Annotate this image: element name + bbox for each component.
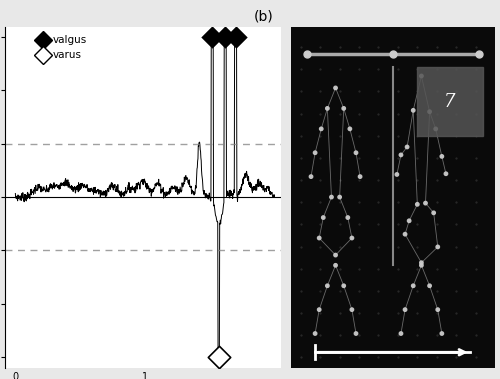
Point [401,307,409,313]
Point [434,307,442,313]
Point [418,260,426,266]
Point [422,200,430,206]
Point [315,235,323,241]
Point [215,354,223,360]
Point [389,51,397,57]
Point [442,171,450,177]
Point [430,210,438,216]
Point [332,252,340,258]
Point [317,126,325,132]
Point [432,126,440,132]
Point [307,174,315,180]
Point [474,51,482,57]
Point [418,262,426,268]
Point [393,171,401,177]
Point [409,283,417,289]
Point [208,34,216,40]
Point [397,330,405,337]
Point [348,307,356,313]
Point [414,201,422,207]
Point [315,307,323,313]
Point [332,262,340,268]
Point [405,218,413,224]
Point [403,144,411,150]
Point [438,330,446,337]
Point [438,153,446,160]
Point [352,330,360,337]
Point [344,215,352,221]
Point [324,105,332,111]
Legend: valgus, varus: valgus, varus [38,35,86,60]
Point [426,283,434,289]
FancyBboxPatch shape [418,67,482,136]
Point [232,34,239,40]
Point [356,174,364,180]
Point [426,109,434,115]
Point [340,283,347,289]
Point [303,51,311,57]
Text: (b): (b) [254,10,274,24]
Text: 7: 7 [444,92,456,111]
Point [340,105,347,111]
Point [332,85,340,91]
Point [328,194,336,200]
Point [397,152,405,158]
Point [311,330,319,337]
Point [434,244,442,250]
Point [409,107,417,113]
Point [401,231,409,237]
Point [336,194,344,200]
Point [311,150,319,156]
Point [346,126,354,132]
Point [324,283,332,289]
Point [352,150,360,156]
Point [348,235,356,241]
Point [418,73,426,79]
Point [222,34,230,40]
Point [320,215,328,221]
